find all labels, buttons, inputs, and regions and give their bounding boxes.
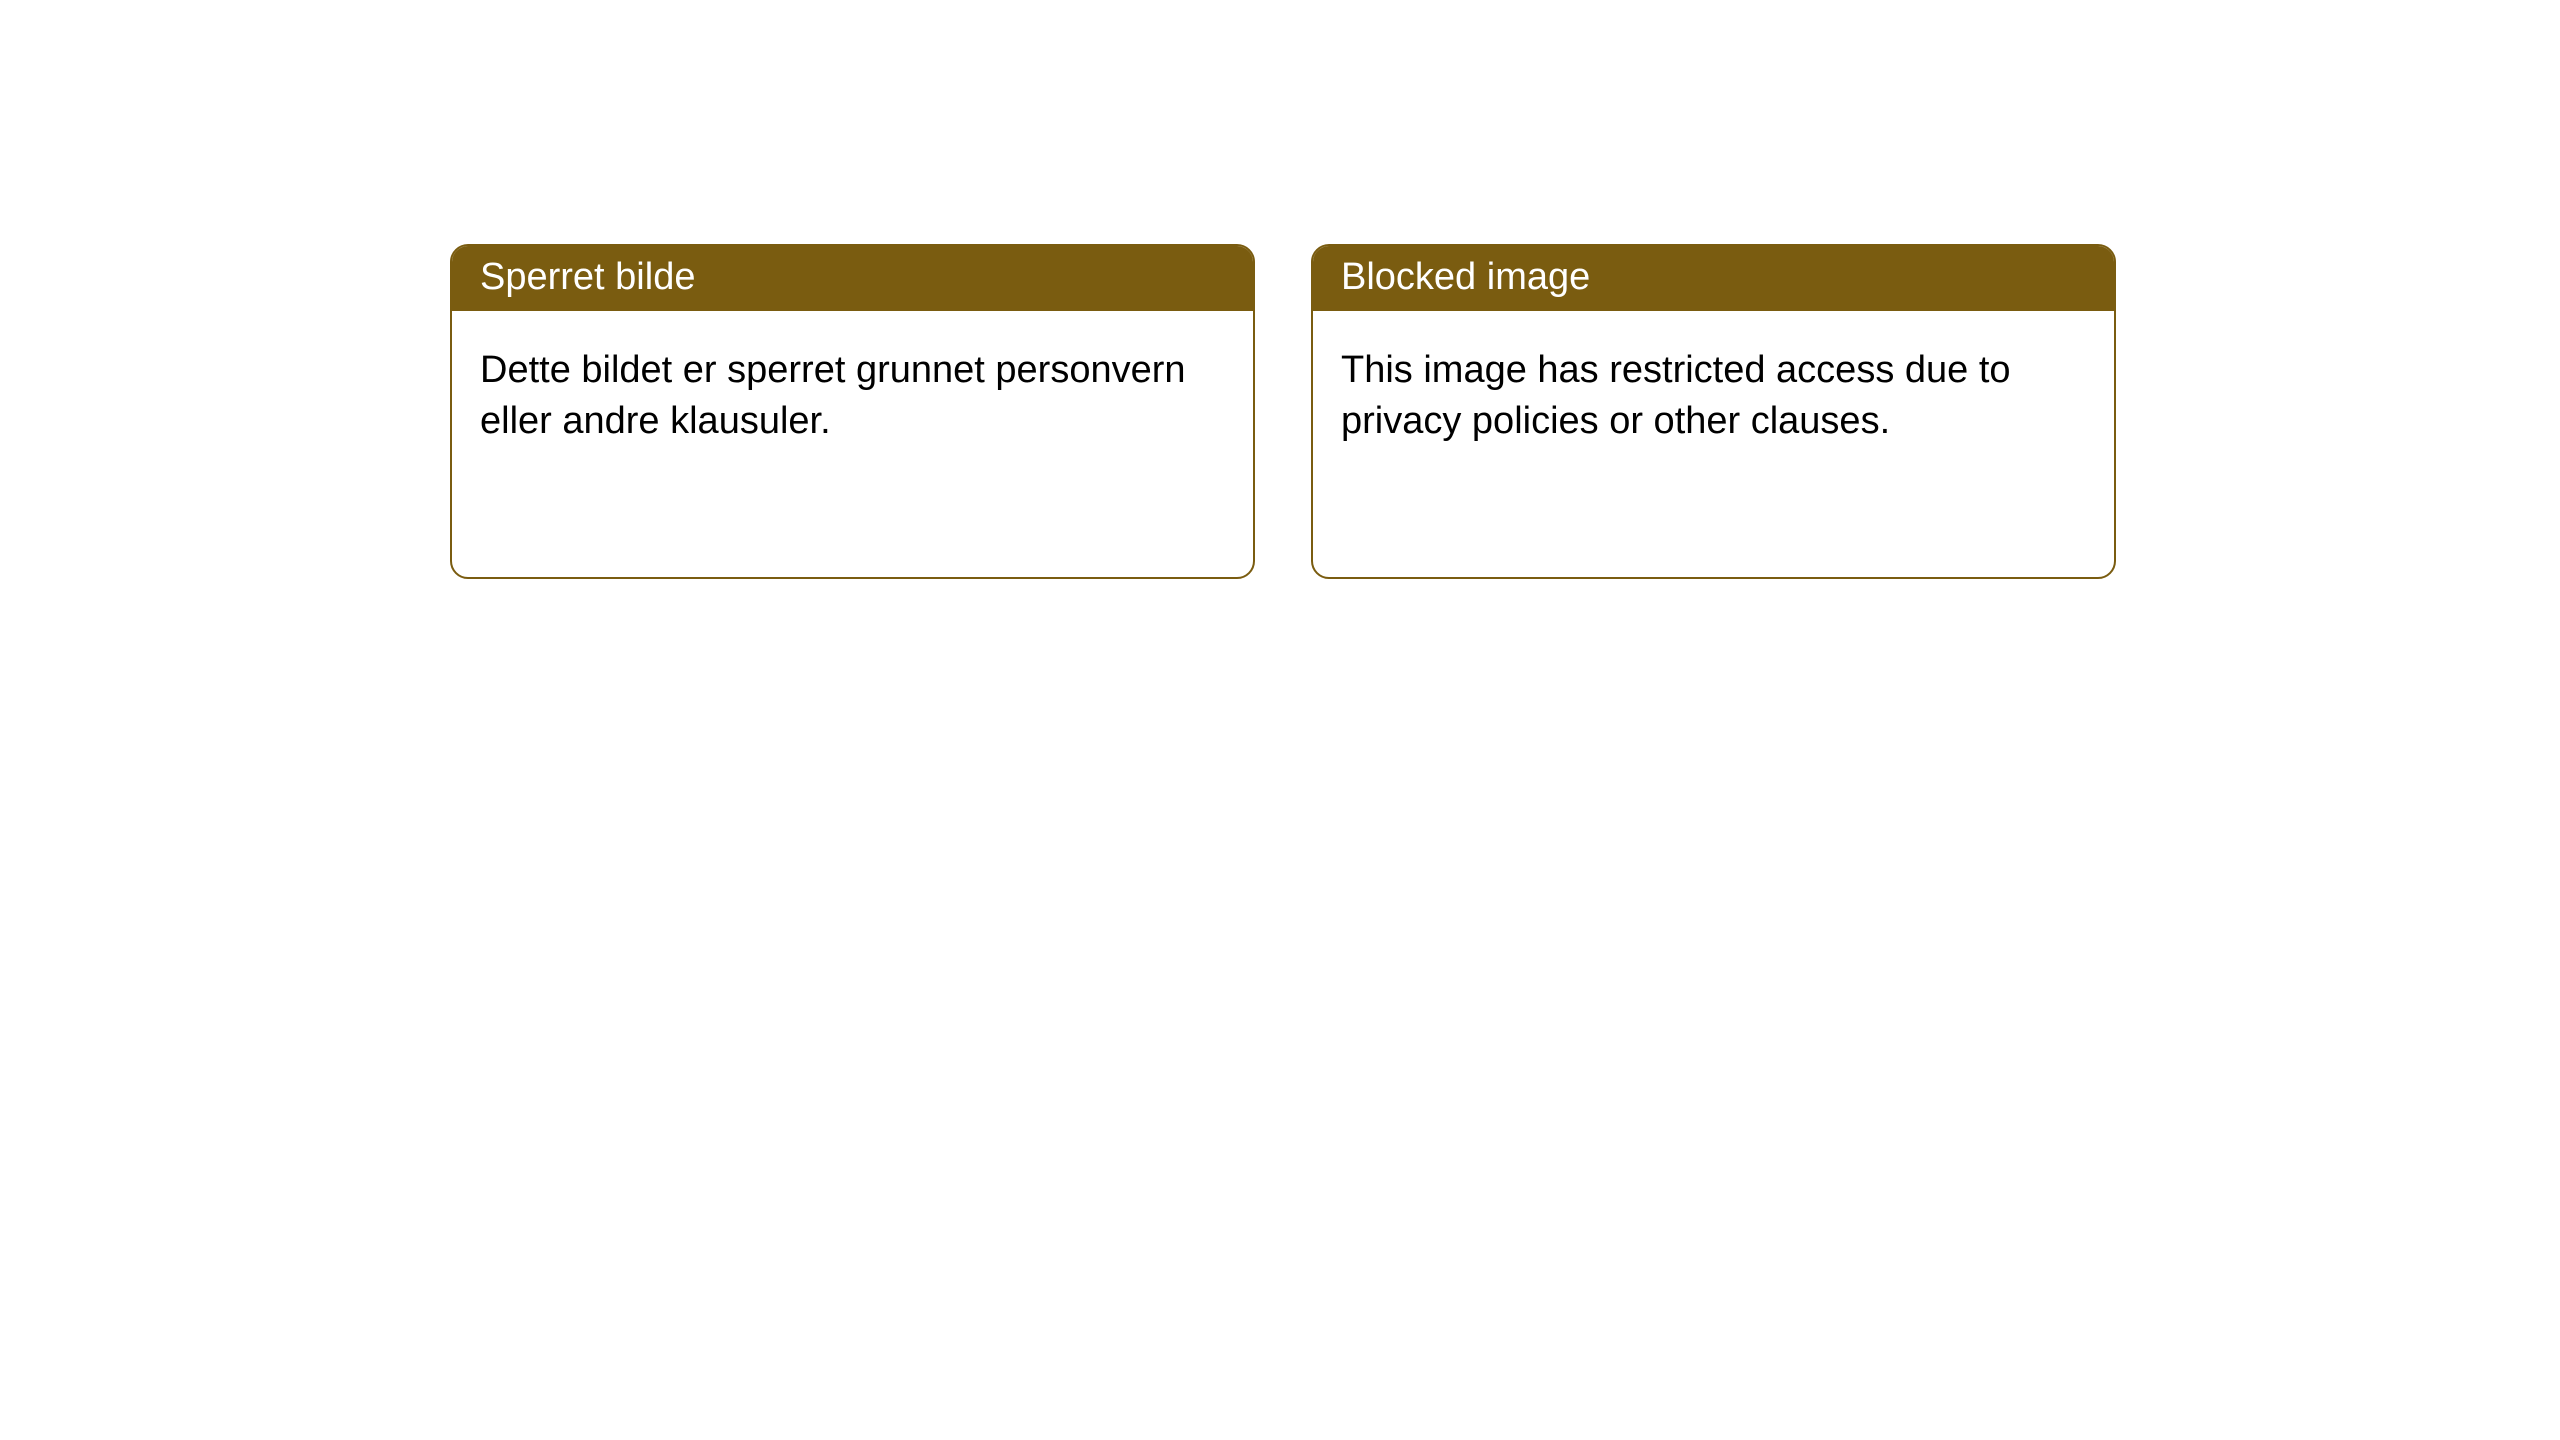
card-title: Blocked image	[1341, 256, 1590, 298]
card-header: Sperret bilde	[452, 246, 1253, 311]
card-body: Dette bildet er sperret grunnet personve…	[452, 311, 1253, 482]
card-body-text: This image has restricted access due to …	[1341, 349, 2011, 442]
card-body: This image has restricted access due to …	[1313, 311, 2114, 482]
card-body-text: Dette bildet er sperret grunnet personve…	[480, 349, 1186, 442]
notice-card-english: Blocked image This image has restricted …	[1311, 244, 2116, 579]
card-header: Blocked image	[1313, 246, 2114, 311]
notice-cards-container: Sperret bilde Dette bildet er sperret gr…	[0, 0, 2560, 579]
notice-card-norwegian: Sperret bilde Dette bildet er sperret gr…	[450, 244, 1255, 579]
card-title: Sperret bilde	[480, 256, 695, 298]
